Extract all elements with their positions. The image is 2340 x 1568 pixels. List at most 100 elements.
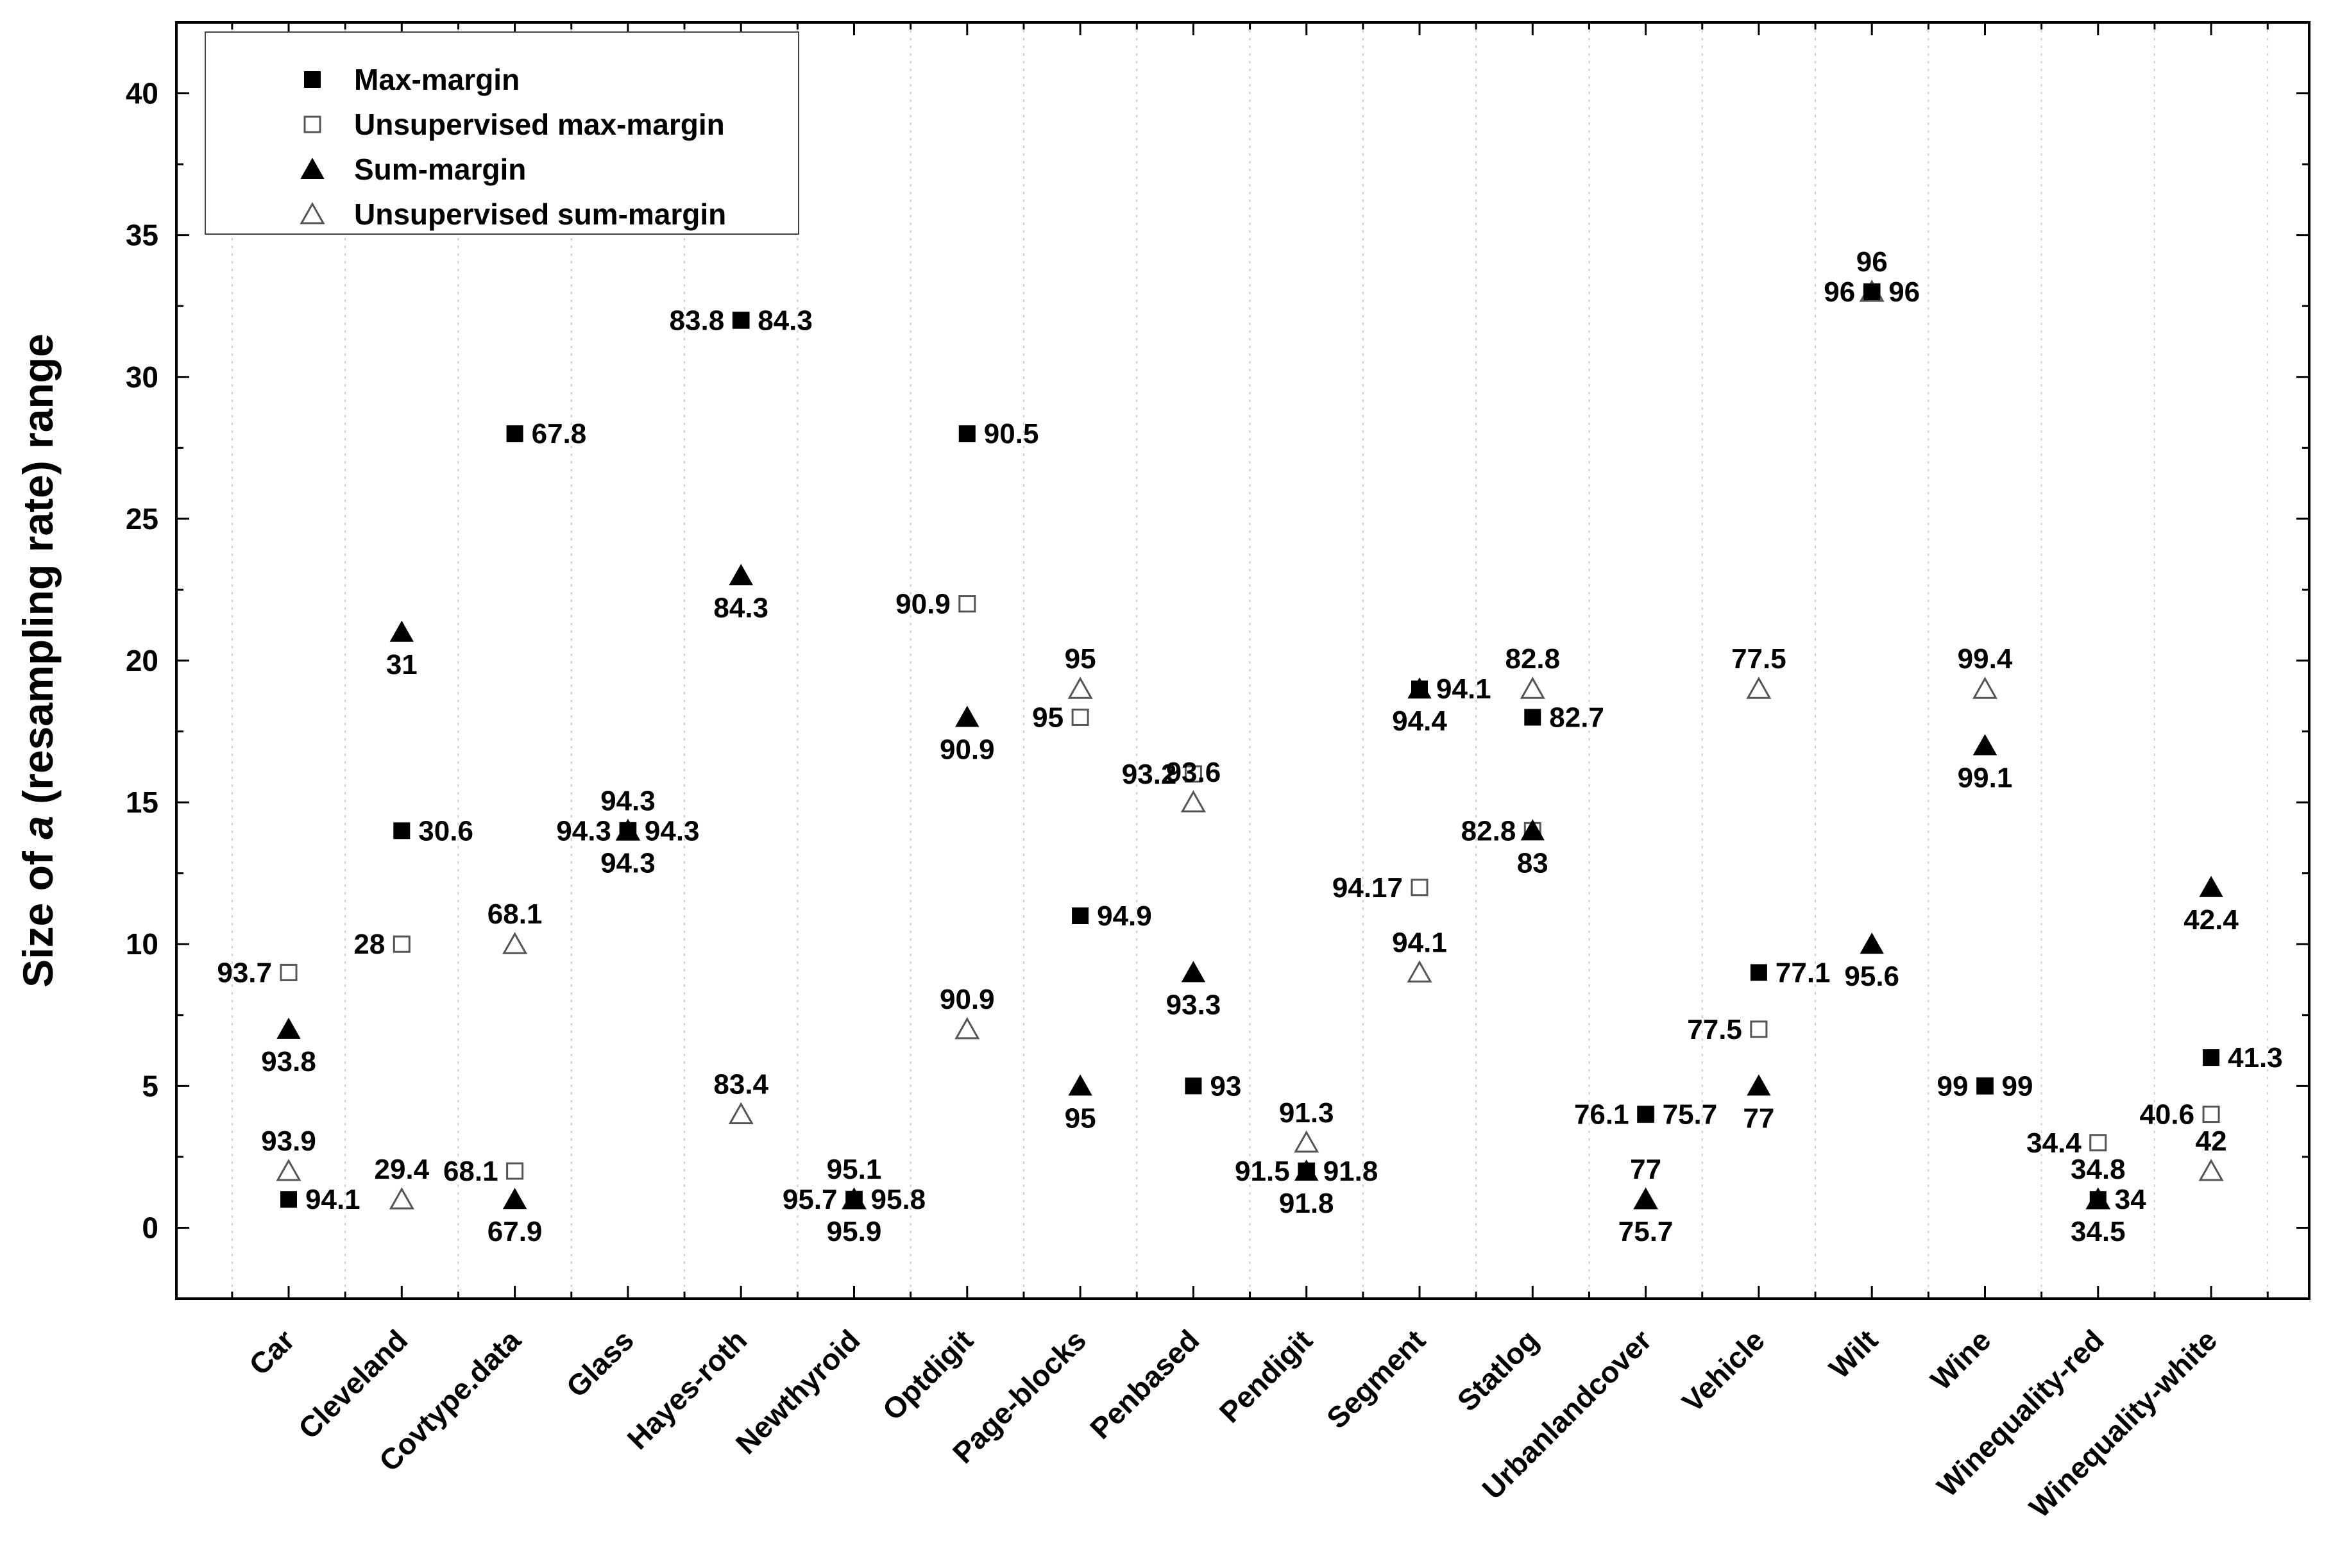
x-category-label: Cleveland	[292, 1323, 414, 1445]
data-label: 94.3	[600, 785, 656, 816]
data-label: 93.8	[261, 1046, 316, 1077]
data-label: 94.1	[305, 1184, 360, 1215]
data-point-filled-square	[733, 312, 750, 329]
data-point-open-square	[1071, 708, 1089, 726]
data-label: 30.6	[418, 815, 473, 847]
data-label: 82.8	[1505, 643, 1560, 675]
data-point-filled-square	[1863, 283, 1881, 301]
data-label: 94.3	[556, 815, 611, 847]
data-point-open-square	[1750, 1020, 1768, 1038]
x-category-label: Pendigit	[1213, 1323, 1319, 1429]
plot-frame	[175, 21, 2310, 1300]
y-axis-title-variable: a	[14, 816, 62, 839]
y-tick-label: 0	[142, 1211, 158, 1244]
data-point-filled-square	[280, 1191, 297, 1208]
data-point-filled-square	[1637, 1106, 1654, 1123]
data-label: 90.5	[984, 418, 1039, 450]
data-label: 77	[1630, 1154, 1661, 1185]
x-category-label: Car	[242, 1323, 301, 1381]
data-point-filled-triangle	[1181, 961, 1206, 982]
data-point-open-triangle	[2198, 1158, 2224, 1181]
data-point-filled-square	[1072, 907, 1089, 924]
data-label: 95.6	[1844, 961, 1899, 992]
data-label: 90.9	[940, 984, 995, 1015]
data-label: 91.8	[1279, 1188, 1334, 1219]
data-label: 34.4	[2026, 1127, 2081, 1159]
data-label: 40.6	[2139, 1099, 2194, 1131]
data-label: 84.3	[758, 305, 813, 336]
data-point-filled-square	[1976, 1077, 1994, 1095]
data-label: 91.8	[1323, 1156, 1378, 1187]
data-point-filled-triangle	[1068, 1074, 1092, 1096]
y-axis-title-part-2: (resampling rate) range	[14, 333, 62, 816]
data-label: 94.4	[1392, 705, 1447, 737]
y-axis-title-part-1: Size of	[14, 839, 62, 988]
data-point-filled-triangle	[2199, 875, 2223, 897]
x-category-label: Wilt	[1822, 1323, 1884, 1385]
data-point-open-square	[1184, 765, 1202, 783]
data-point-open-triangle	[1294, 1130, 1319, 1153]
data-point-filled-triangle	[502, 1188, 527, 1210]
data-label: 75.7	[1663, 1099, 1718, 1131]
y-tick-label: 5	[142, 1069, 158, 1102]
legend-label: Max-margin	[354, 63, 520, 96]
data-label: 91.3	[1279, 1097, 1334, 1129]
x-category-label: Winequality-white	[2022, 1323, 2223, 1524]
data-label: 34.5	[2071, 1216, 2126, 1247]
data-label: 99	[2002, 1070, 2033, 1102]
data-label: 95.1	[827, 1154, 882, 1185]
data-label: 99	[1937, 1070, 1969, 1102]
data-label: 96	[1824, 276, 1855, 308]
data-point-filled-triangle	[616, 819, 640, 841]
data-point-open-triangle	[1407, 960, 1432, 982]
data-point-filled-triangle	[1407, 677, 1432, 699]
data-label: 93.2	[1122, 759, 1177, 790]
data-point-filled-triangle	[1633, 1188, 1658, 1210]
legend-marker-filled-square	[304, 71, 321, 88]
x-category-label: Penbased	[1083, 1323, 1205, 1445]
data-point-open-square	[1411, 879, 1429, 897]
data-label: 29.4	[374, 1154, 429, 1185]
data-point-open-triangle	[954, 1016, 980, 1040]
y-tick-label: 40	[126, 77, 158, 110]
data-point-open-triangle	[1972, 677, 1998, 699]
data-label: 75.7	[1618, 1216, 1674, 1247]
x-category-label: Segment	[1320, 1323, 1432, 1435]
data-label: 91.5	[1235, 1156, 1290, 1187]
data-label: 95.9	[827, 1216, 882, 1247]
y-tick-label: 35	[126, 219, 158, 252]
data-label: 67.8	[532, 418, 587, 450]
data-label: 96	[1856, 246, 1888, 278]
data-point-filled-square	[2203, 1049, 2220, 1066]
data-label: 90.9	[940, 734, 995, 765]
data-label: 94.9	[1097, 900, 1152, 932]
data-label: 83.4	[713, 1069, 768, 1100]
legend: Max-margin Unsupervised max-margin Sum-mar…	[205, 31, 799, 235]
data-label: 99.1	[1958, 763, 2013, 794]
data-label: 93	[1210, 1070, 1241, 1102]
x-category-label: Statlog	[1450, 1323, 1545, 1417]
data-labels: 94.1 30.6 67.8 94.3 84.3 95.8 90.5 94.9 93 91.8 94…	[217, 246, 2282, 1247]
data-point-filled-triangle	[729, 564, 753, 586]
data-label: 95	[1032, 702, 1064, 733]
data-point-filled-triangle	[955, 705, 979, 727]
y-tick-label: 20	[126, 644, 158, 677]
legend-label: Unsupervised sum-margin	[354, 198, 726, 231]
data-label: 41.3	[2228, 1042, 2283, 1074]
y-tick-label: 15	[126, 786, 158, 819]
data-point-filled-square	[1185, 1077, 1202, 1095]
data-label: 94.3	[600, 847, 656, 879]
data-label: 77	[1743, 1102, 1774, 1134]
data-point-filled-square	[506, 425, 523, 443]
data-point-filled-triangle	[1747, 1074, 1771, 1096]
data-label: 90.9	[895, 589, 951, 620]
y-axis-title: Size of a (resampling rate) range	[14, 333, 62, 988]
data-label: 95.8	[871, 1184, 926, 1215]
legend-label: Sum-margin	[354, 153, 526, 186]
data-markers	[276, 280, 2224, 1210]
data-label: 34.8	[2071, 1154, 2126, 1185]
data-label: 93.7	[217, 957, 272, 988]
data-label: 68.1	[443, 1156, 498, 1187]
